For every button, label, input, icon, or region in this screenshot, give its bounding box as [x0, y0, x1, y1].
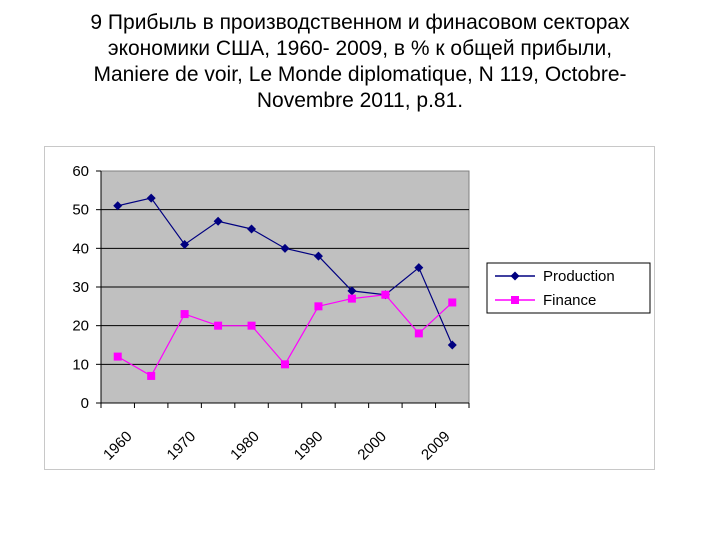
y-tick-label: 10: [72, 356, 89, 373]
point-finance: [247, 321, 256, 330]
point-finance: [347, 294, 356, 303]
point-finance: [113, 352, 122, 361]
point-production: [447, 340, 457, 350]
legend-label-production: Production: [543, 268, 615, 285]
legend-marker-finance: [511, 296, 519, 304]
y-tick-label: 60: [72, 163, 89, 180]
line-chart: 0 10 20 30 40 50 60 1960 1970 1980 1990 2000 2009 Pr…: [72, 163, 651, 464]
y-tick-label: 20: [72, 318, 89, 335]
y-tick-label: 0: [81, 395, 89, 412]
x-tick-label: 1960: [100, 428, 136, 464]
x-tick-label: 2009: [418, 428, 454, 464]
point-finance: [214, 321, 223, 330]
point-production: [347, 286, 357, 296]
y-tick-label: 30: [72, 279, 89, 296]
x-tick-label: 2000: [354, 428, 390, 464]
x-tick-label: 1990: [291, 428, 327, 464]
title-line-3: Maniere de voir, Le Monde diplomatique, …: [93, 63, 627, 86]
point-finance: [314, 302, 323, 311]
title-line-1: 9 Прибыль в производственном и финасовом…: [90, 11, 630, 34]
point-production: [113, 201, 123, 211]
point-finance: [448, 298, 457, 307]
title-line-2: экономики США, 1960- 2009, в % к общей п…: [107, 37, 613, 60]
point-finance: [281, 360, 289, 369]
point-finance: [414, 329, 423, 338]
slide-title: 9 Прибыль в производственном и финасовом…: [20, 10, 700, 114]
legend-label-finance: Finance: [543, 292, 596, 309]
point-production: [280, 243, 290, 253]
point-production: [313, 251, 323, 261]
y-tick-label: 50: [72, 202, 89, 219]
point-production: [213, 216, 223, 226]
x-tick-label: 1980: [227, 428, 263, 464]
title-line-4: Novembre 2011, p.81.: [256, 89, 464, 112]
point-finance: [180, 310, 189, 319]
point-production: [247, 224, 257, 234]
point-production: [414, 263, 424, 273]
point-finance: [147, 371, 156, 380]
x-tick-label: 1970: [164, 428, 200, 464]
point-production: [180, 239, 190, 249]
point-finance: [381, 290, 390, 299]
legend: [486, 262, 651, 314]
legend-marker-production: [510, 271, 520, 281]
y-tick-label: 40: [72, 240, 89, 257]
chart-frame: 0 10 20 30 40 50 60 1960 1970 1980 1990 2000 2009 Pr…: [44, 146, 655, 470]
point-production: [146, 193, 156, 203]
